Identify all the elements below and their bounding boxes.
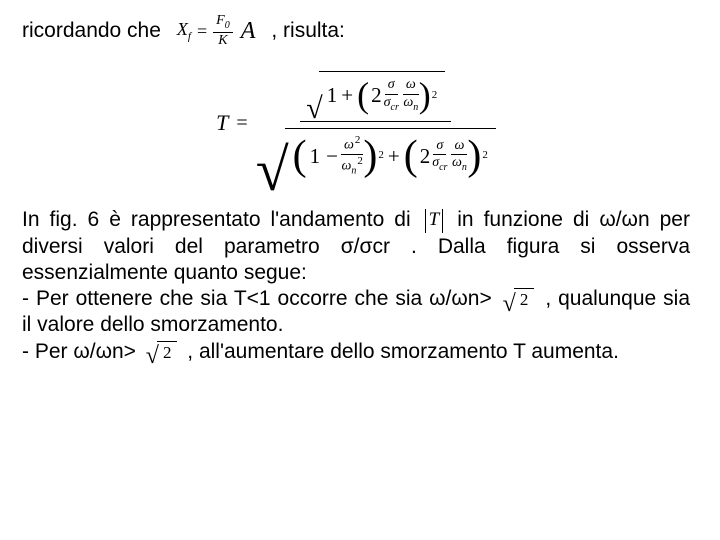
sqrt2-a: √2: [503, 288, 535, 310]
formula-T: T = √ 1 + ( 2 σ: [22, 67, 690, 179]
text-risulta: , risulta:: [271, 18, 345, 44]
formula-xf: Xf = F0 K A: [177, 14, 255, 49]
abs-T: T: [425, 209, 444, 233]
sqrt2-b: √2: [146, 341, 178, 363]
text-ricordando: ricordando che: [22, 18, 161, 44]
paragraph: In fig. 6 è rappresentato l'andamento di…: [22, 207, 690, 365]
